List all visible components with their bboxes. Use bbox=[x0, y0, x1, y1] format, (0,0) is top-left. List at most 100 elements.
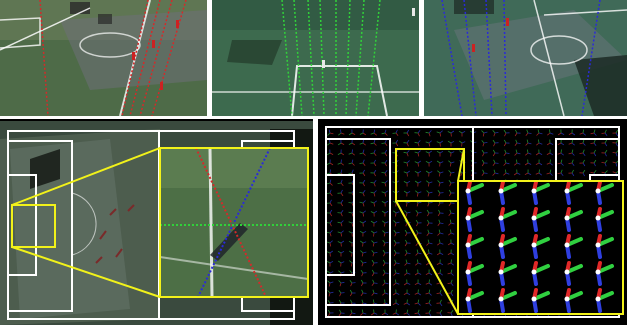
orientation-tick bbox=[348, 132, 353, 136]
orientation-tick bbox=[450, 252, 455, 256]
orientation-tick bbox=[439, 161, 444, 164]
orientation-tick bbox=[428, 299, 431, 304]
orientation-tick bbox=[503, 142, 507, 147]
orientation-tick bbox=[414, 161, 419, 164]
orientation-tick bbox=[447, 262, 452, 265]
orientation-tick bbox=[340, 152, 345, 156]
orientation-glyph-center bbox=[595, 242, 601, 248]
orientation-tick bbox=[362, 190, 366, 194]
orientation-tick bbox=[404, 262, 408, 266]
orientation-tick bbox=[340, 162, 344, 166]
orientation-tick bbox=[516, 152, 521, 155]
players bbox=[322, 8, 415, 68]
orientation-tick bbox=[504, 159, 507, 164]
orientation-tick bbox=[395, 212, 397, 217]
orientation-tick bbox=[382, 240, 386, 244]
orientation-tick bbox=[329, 139, 331, 144]
orientation-tick bbox=[449, 172, 452, 177]
orientation-glyph-center bbox=[465, 242, 471, 248]
orientation-tick bbox=[362, 200, 366, 204]
green-projection-lines bbox=[281, 0, 381, 116]
orientation-tick bbox=[329, 162, 334, 166]
orientation-tick bbox=[329, 179, 332, 184]
orientation-tick bbox=[395, 232, 400, 234]
orientation-tick bbox=[426, 190, 430, 194]
orientation-tick bbox=[370, 312, 375, 316]
orientation-tick bbox=[362, 192, 365, 197]
orientation-tick bbox=[361, 272, 364, 277]
orientation-tick bbox=[482, 169, 485, 174]
orientation-tick bbox=[362, 251, 367, 254]
orientation-tick bbox=[415, 252, 419, 256]
orientation-tick bbox=[439, 272, 443, 276]
orientation-tick bbox=[362, 202, 365, 207]
orientation-tick bbox=[337, 162, 342, 165]
orientation-tick bbox=[406, 172, 408, 177]
orientation-tick bbox=[373, 192, 376, 197]
orientation-tick bbox=[546, 162, 551, 165]
orientation-tick bbox=[340, 261, 345, 264]
orientation-tick bbox=[461, 130, 466, 134]
orientation-tick bbox=[481, 149, 485, 154]
orientation-tick bbox=[492, 162, 496, 167]
orientation-tick bbox=[337, 260, 342, 264]
orientation-tick bbox=[615, 152, 618, 157]
orientation-tick bbox=[340, 271, 345, 274]
orientation-tick bbox=[571, 152, 575, 156]
pitch-mosaic-image bbox=[0, 119, 313, 325]
orientation-tick bbox=[327, 309, 331, 314]
orientation-tick bbox=[395, 142, 399, 147]
orientation-tick bbox=[493, 169, 496, 174]
orientation-tick bbox=[493, 132, 496, 137]
orientation-tick bbox=[535, 162, 540, 166]
orientation-tick bbox=[350, 282, 353, 287]
orientation-tick bbox=[427, 229, 430, 234]
orientation-tick bbox=[359, 142, 364, 145]
orientation-tick bbox=[571, 142, 575, 146]
orientation-tick bbox=[329, 250, 334, 254]
orientation-tick bbox=[425, 131, 430, 134]
orientation-tick bbox=[571, 149, 574, 154]
orientation-tick bbox=[450, 222, 455, 225]
orientation-tick bbox=[417, 302, 421, 306]
orientation-tick bbox=[384, 292, 389, 295]
orientation-tick bbox=[404, 242, 408, 247]
orientation-glyph-center bbox=[595, 188, 601, 194]
orientation-glyph-center bbox=[595, 269, 601, 275]
orientation-tick bbox=[513, 172, 518, 176]
orientation-tick bbox=[447, 150, 452, 154]
orientation-tick bbox=[384, 200, 389, 204]
orientation-tick bbox=[593, 170, 597, 174]
orientation-tick bbox=[415, 210, 419, 214]
orientation-tick bbox=[417, 309, 420, 314]
orientation-tick bbox=[327, 299, 331, 304]
orientation-tick bbox=[384, 182, 387, 187]
orientation-tick bbox=[351, 169, 354, 174]
orientation-tick bbox=[571, 172, 575, 177]
orientation-glyph bbox=[499, 237, 517, 247]
orientation-tick bbox=[373, 132, 377, 136]
orientation-tick bbox=[604, 129, 607, 134]
orientation-tick bbox=[428, 171, 433, 174]
orientation-tick bbox=[340, 232, 343, 237]
orientation-tick bbox=[460, 152, 463, 157]
orientation-tick bbox=[384, 222, 386, 227]
orientation-tick bbox=[338, 132, 342, 136]
orientation-tick bbox=[403, 161, 408, 164]
orientation-tick bbox=[349, 279, 353, 284]
orientation-tick bbox=[416, 249, 419, 254]
orientation-tick bbox=[535, 152, 540, 156]
orientation-tick bbox=[360, 250, 364, 254]
orientation-tick bbox=[370, 211, 375, 214]
orientation-tick bbox=[593, 142, 597, 147]
orientation-tick bbox=[437, 180, 441, 184]
orientation-tick bbox=[351, 152, 355, 156]
orientation-tick bbox=[450, 229, 452, 234]
orientation-tick bbox=[383, 232, 386, 237]
orientation-tick bbox=[450, 151, 455, 154]
orientation-glyph-center bbox=[498, 215, 504, 221]
orientation-tick bbox=[337, 152, 342, 155]
orientation-tick bbox=[514, 152, 518, 156]
orientation-tick bbox=[359, 201, 364, 204]
orientation-tick bbox=[406, 202, 408, 207]
